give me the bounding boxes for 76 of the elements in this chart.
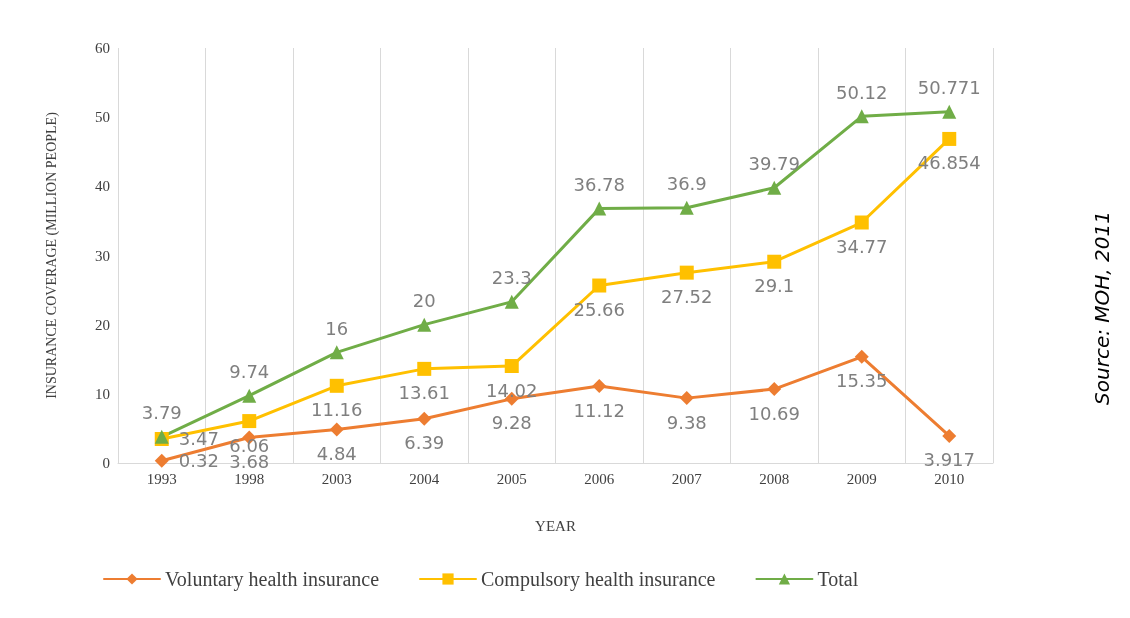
point <box>417 411 432 426</box>
data-label: 20 <box>412 290 436 312</box>
data-label: 11.16 <box>310 399 363 421</box>
y-tick-label: 50 <box>95 109 110 126</box>
y-axis-title: INSURANCE COVERAGE (MILLION PEOPLE) <box>43 111 60 399</box>
y-tick-label: 30 <box>95 247 110 264</box>
point <box>942 104 957 119</box>
point <box>767 254 782 269</box>
x-tick-label: 2009 <box>846 470 877 487</box>
point <box>854 349 869 364</box>
point <box>242 388 257 403</box>
data-label: 16 <box>325 317 349 339</box>
point <box>767 382 782 397</box>
point <box>329 378 344 393</box>
point <box>592 379 607 394</box>
point <box>679 200 694 215</box>
legend-label: Voluntary health insurance <box>165 568 380 591</box>
point <box>942 131 957 146</box>
data-label: 9.38 <box>666 411 707 433</box>
data-label: 10.69 <box>748 402 801 424</box>
point <box>854 109 869 124</box>
point <box>679 391 694 406</box>
point <box>942 428 957 443</box>
point <box>592 278 607 293</box>
x-axis-title: YEAR <box>535 517 576 534</box>
x-tick-label: 2003 <box>321 470 352 487</box>
data-label: 34.77 <box>835 236 888 258</box>
x-tick-label: 2005 <box>496 470 527 487</box>
x-tick-label: 2006 <box>584 470 615 487</box>
legend-label: Compulsory health insurance <box>481 568 716 591</box>
data-label: 3.79 <box>141 402 182 424</box>
data-label: 23.3 <box>491 267 532 289</box>
data-label: 6.39 <box>404 432 445 454</box>
y-tick-label: 0 <box>102 455 110 471</box>
y-tick-label: 40 <box>95 178 110 195</box>
x-tick-label: 2004 <box>409 470 440 487</box>
point <box>417 317 432 332</box>
data-label: 0.32 <box>178 450 219 472</box>
point <box>592 201 607 216</box>
source-note: Source: MOH, 2011 <box>1090 211 1114 405</box>
point <box>417 361 432 376</box>
data-label: 36.78 <box>573 174 626 196</box>
y-tick-label: 10 <box>95 385 110 402</box>
data-label: 9.28 <box>491 412 532 434</box>
data-label: 50.771 <box>917 77 981 99</box>
point <box>767 180 782 195</box>
point <box>504 294 519 309</box>
data-label: 27.52 <box>660 286 713 308</box>
data-label: 50.12 <box>835 81 888 103</box>
data-label: 39.79 <box>748 153 801 175</box>
x-tick-label: 1998 <box>234 470 265 487</box>
data-label: 29.1 <box>754 275 795 297</box>
data-label: 9.74 <box>229 361 270 383</box>
point <box>329 422 344 437</box>
data-label: 25.66 <box>573 299 626 321</box>
x-tick-label: 2008 <box>759 470 790 487</box>
x-tick-label: 2007 <box>671 470 703 487</box>
data-label: 3.917 <box>923 449 976 471</box>
x-tick-label: 1993 <box>146 470 177 487</box>
data-label: 11.12 <box>573 399 626 421</box>
x-tick-label: 2010 <box>934 470 965 487</box>
data-label: 4.84 <box>316 443 357 465</box>
data-label: 3.47 <box>178 428 219 450</box>
point <box>679 265 694 280</box>
point <box>854 215 869 230</box>
point <box>242 414 257 429</box>
data-label: 14.02 <box>485 379 538 401</box>
legend-label: Total <box>817 568 859 590</box>
data-label: 13.61 <box>398 382 451 404</box>
point <box>329 345 344 360</box>
data-label: 15.35 <box>835 370 888 392</box>
y-tick-label: 60 <box>95 40 110 56</box>
point <box>154 453 169 468</box>
point <box>504 359 519 374</box>
y-tick-label: 20 <box>95 316 110 333</box>
data-label: 36.9 <box>666 173 707 195</box>
